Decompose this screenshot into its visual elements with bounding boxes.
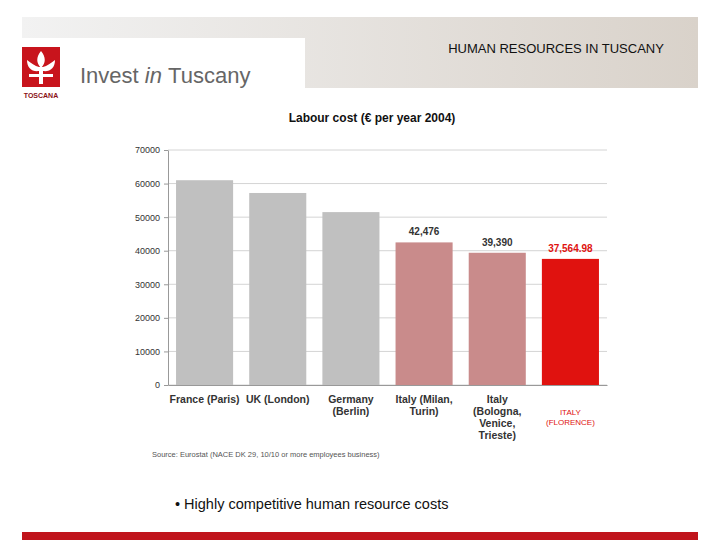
y-tick: 0 xyxy=(155,380,168,390)
x-tick: France (Paris) xyxy=(170,385,240,405)
y-tick: 10000 xyxy=(135,347,168,357)
bar xyxy=(396,242,453,385)
logo-box xyxy=(22,38,305,88)
y-tick: 30000 xyxy=(135,280,168,290)
header-title: HUMAN RESOURCES IN TUSCANY xyxy=(448,41,664,56)
bullet-text: • Highly competitive human resource cost… xyxy=(175,496,448,512)
x-tick-label: France (Paris) xyxy=(170,393,240,405)
y-tick-mark xyxy=(164,184,168,185)
grid-line xyxy=(168,385,607,386)
bars xyxy=(176,180,599,385)
y-tick-mark xyxy=(164,284,168,285)
x-tick-label: Germany(Berlin) xyxy=(328,393,374,417)
page: HUMAN RESOURCES IN TUSCANY TOSCANA Invest … xyxy=(0,0,720,540)
grid-line xyxy=(168,217,607,218)
logo-square xyxy=(22,47,60,87)
bar xyxy=(176,180,233,385)
grid-line xyxy=(168,150,607,151)
y-tick: 60000 xyxy=(135,179,168,189)
logo-text: Invest in Tuscany xyxy=(80,63,250,88)
grid-line xyxy=(168,351,607,352)
bar xyxy=(322,212,379,385)
y-tick-mark xyxy=(164,217,168,218)
y-tick-mark xyxy=(164,351,168,352)
x-tick: Italy (Milan,Turin) xyxy=(395,385,452,417)
source-note: Source: Eurostat (NACE DK 29, 10/10 or m… xyxy=(152,450,380,459)
y-tick-label: 60000 xyxy=(135,179,160,189)
grid-line xyxy=(168,183,607,184)
bar xyxy=(542,259,599,385)
x-tick-label: ITALY(FLORENCE) xyxy=(546,408,595,427)
x-tick: ITALY(FLORENCE) xyxy=(546,385,595,427)
x-tick: Italy(Bologna,Venice,Trieste) xyxy=(473,385,521,441)
logo-caption: TOSCANA xyxy=(24,92,58,99)
grid-line xyxy=(168,250,607,251)
y-tick-label: 20000 xyxy=(135,313,160,323)
bar xyxy=(469,253,526,385)
y-axis: 0 10000 20000 30000 40000 50000 60000 70000 xyxy=(135,145,169,390)
y-tick-mark xyxy=(164,251,168,252)
data-label: 37,564.98 xyxy=(548,243,593,254)
y-tick-label: 40000 xyxy=(135,246,160,256)
grid-line xyxy=(168,317,607,318)
x-tick-label: UK (London) xyxy=(246,393,310,405)
y-tick-label: 50000 xyxy=(135,213,160,223)
y-tick-label: 30000 xyxy=(135,280,160,290)
header-band xyxy=(22,17,698,88)
data-label: 42,476 xyxy=(409,226,440,237)
x-tick-label: Italy(Bologna,Venice,Trieste) xyxy=(473,393,521,441)
y-tick-label: 0 xyxy=(155,380,160,390)
y-tick-mark xyxy=(164,150,168,151)
y-tick: 40000 xyxy=(135,246,168,256)
grid-line xyxy=(168,284,607,285)
logo-icon xyxy=(22,47,60,87)
logo-lily xyxy=(27,51,55,84)
chart-title: Labour cost (€ per year 2004) xyxy=(289,111,456,125)
bar xyxy=(249,193,306,385)
y-tick: 50000 xyxy=(135,213,168,223)
x-tick: Germany(Berlin) xyxy=(328,385,374,417)
x-tick-label: Italy (Milan,Turin) xyxy=(395,393,452,417)
y-tick-mark xyxy=(164,385,168,386)
y-tick: 70000 xyxy=(135,145,168,155)
y-tick-mark xyxy=(164,318,168,319)
y-tick-label: 10000 xyxy=(135,347,160,357)
x-axis: France (Paris) UK (London) Germany(Berlin)… xyxy=(169,385,608,441)
x-axis-line xyxy=(169,385,608,386)
y-tick: 20000 xyxy=(135,313,168,323)
footer-bar xyxy=(22,532,698,540)
grid xyxy=(168,150,607,385)
data-labels: 42,476 39,390 37,564.98 xyxy=(409,226,593,253)
x-tick: UK (London) xyxy=(246,385,310,405)
data-label: 39,390 xyxy=(482,237,513,248)
y-tick-label: 70000 xyxy=(135,145,160,155)
y-axis-line xyxy=(168,151,169,386)
